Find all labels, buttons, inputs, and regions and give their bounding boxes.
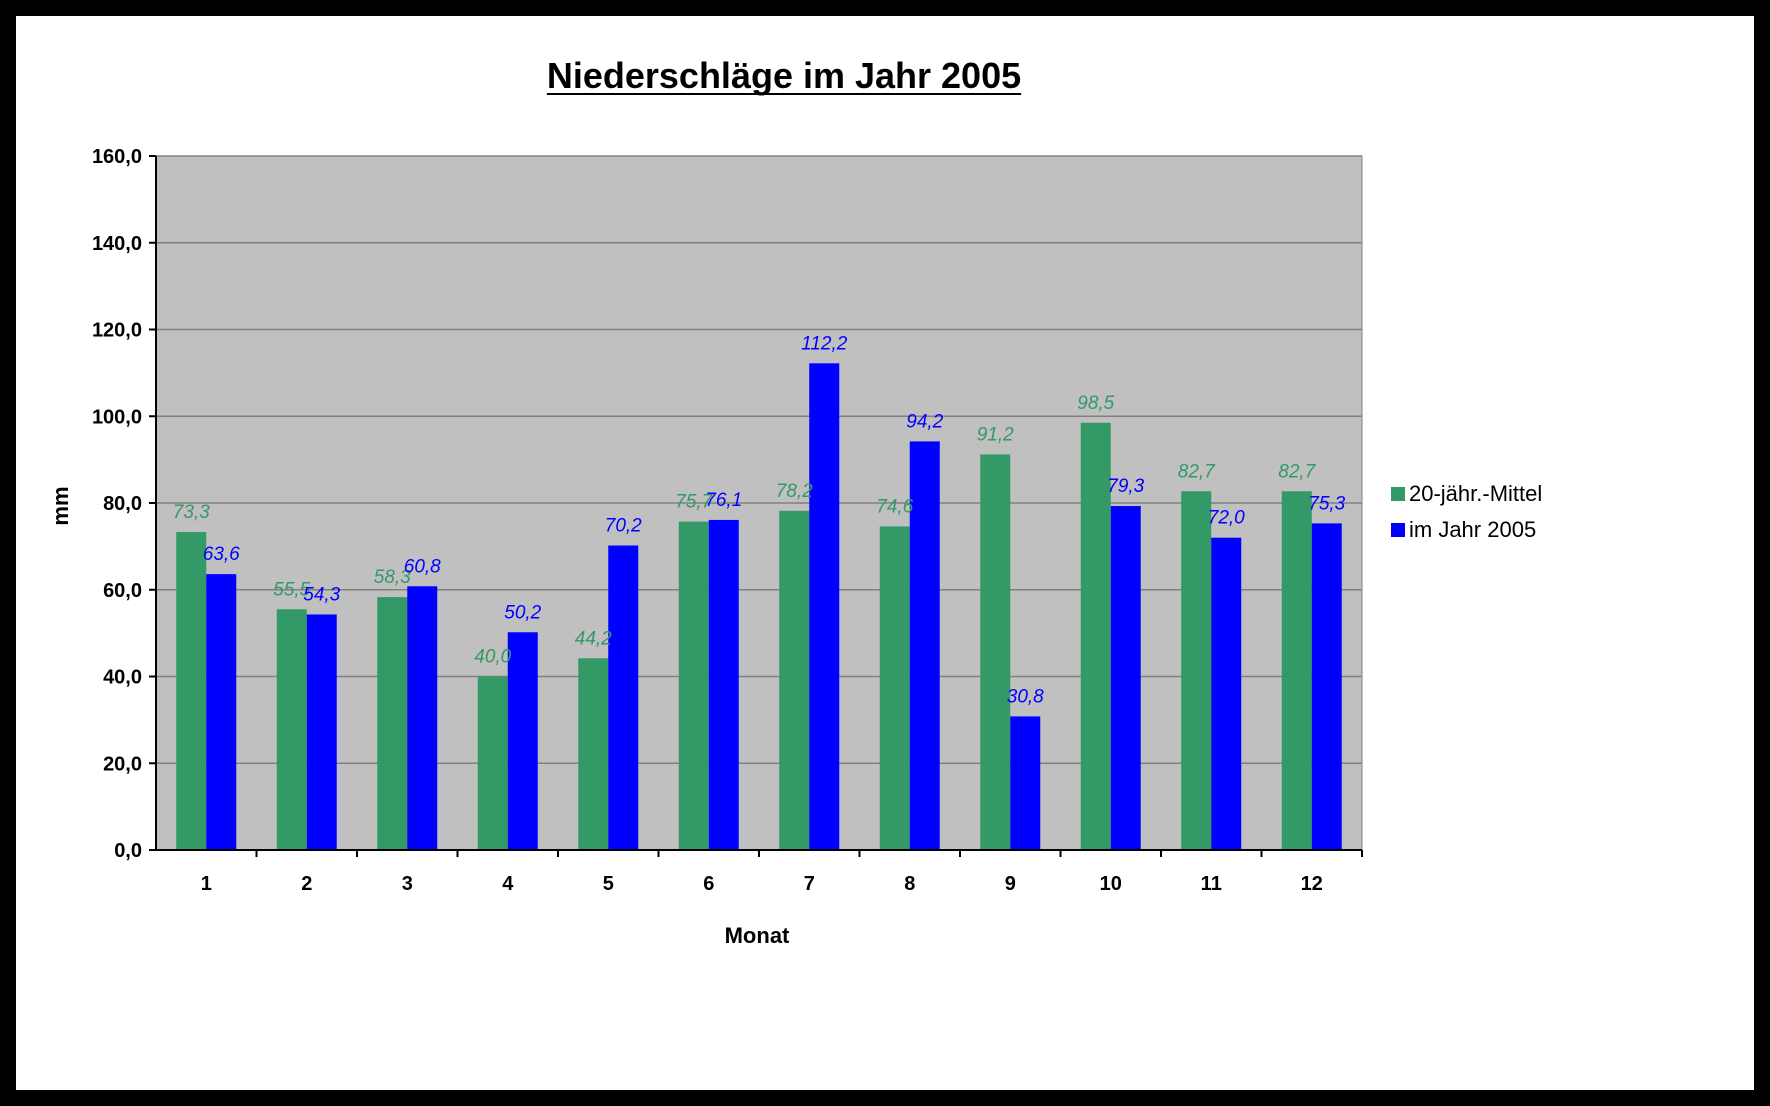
data-label-mittel: 91,2 [977, 424, 1014, 445]
x-tick-labels: 1 2 3 4 5 6 7 8 9 10 11 12 [201, 873, 1323, 895]
data-label-2005: 60,8 [404, 556, 441, 577]
bar-mittel [276, 609, 307, 850]
data-label-2005: 54,3 [303, 584, 340, 605]
y-tick-labels: 0,0 20,0 40,0 60,0 80,0 100,0 120,0 140,0 160,0 [92, 146, 142, 862]
bar-2005 [1110, 506, 1141, 850]
y-tick-label: 0,0 [114, 840, 142, 862]
y-tick-label: 40,0 [103, 667, 142, 689]
x-tick-label: 9 [1005, 873, 1016, 895]
data-label-mittel: 73,3 [173, 502, 210, 523]
chart-frame: Niederschläge im Jahr 2005 0,0 20,0 40,0 60… [14, 14, 1756, 1092]
legend-swatch [1391, 523, 1405, 537]
x-tick-label: 1 [201, 873, 212, 895]
x-tick-label: 8 [904, 873, 915, 895]
gridlines [156, 155, 1362, 764]
legend-swatch [1391, 487, 1405, 501]
bar-2005 [407, 586, 438, 850]
bar-2005 [507, 632, 538, 850]
chart-title: Niederschläge im Jahr 2005 [547, 55, 1021, 96]
bar-2005 [909, 441, 940, 850]
bar-mittel [1080, 422, 1111, 850]
bar-mittel [980, 454, 1011, 850]
bar-mittel [176, 532, 207, 850]
bar-mittel [578, 658, 609, 850]
bar-chart: Niederschläge im Jahr 2005 0,020,040,060… [48, 55, 1542, 948]
bar-2005 [1311, 523, 1342, 850]
bars [176, 363, 1342, 850]
x-tick-label: 5 [603, 873, 614, 895]
bar-mittel [477, 676, 508, 850]
x-tick-label: 4 [502, 873, 514, 895]
bar-mittel [879, 526, 910, 850]
data-label-2005: 79,3 [1107, 476, 1144, 497]
x-axis-title: Monat [725, 923, 790, 948]
bar-2005 [1010, 716, 1041, 850]
x-tick-label: 11 [1201, 873, 1222, 895]
y-tick-label: 20,0 [103, 753, 142, 775]
data-label-mittel: 78,2 [776, 481, 813, 502]
data-label-mittel: 82,7 [1178, 461, 1216, 482]
legend-label: 20-jähr.-Mittel [1409, 481, 1542, 506]
data-label-mittel: 58,3 [374, 567, 411, 588]
data-label-mittel: 98,5 [1077, 393, 1114, 414]
data-label-mittel: 44,2 [575, 628, 612, 649]
data-label-2005: 75,3 [1308, 493, 1345, 514]
bar-mittel [1181, 491, 1212, 850]
y-tick-label: 120,0 [92, 320, 142, 342]
bar-2005 [306, 614, 337, 850]
bar-mittel [678, 521, 709, 850]
y-tick-label: 100,0 [92, 406, 142, 428]
data-label-2005: 72,0 [1208, 508, 1245, 529]
data-labels: 73,3 63,6 55,554,3 58,360,8 40,0 50,2 44,2 70,2… [173, 333, 1346, 707]
y-axis-title: mm [48, 486, 73, 525]
legend: 20-jähr.-Mittel im Jahr 2005 [1391, 481, 1542, 542]
x-tick-label: 7 [804, 873, 815, 895]
data-label-mittel: 55,5 [273, 579, 310, 600]
y-tick-label: 60,0 [103, 580, 142, 602]
axes [149, 155, 1363, 857]
bar-2005 [809, 363, 840, 850]
data-label-2005: 76,1 [705, 490, 742, 511]
x-tick-label: 12 [1301, 873, 1323, 895]
y-tick-label: 80,0 [103, 493, 142, 515]
data-label-2005: 70,2 [605, 516, 642, 537]
y-tick-label: 160,0 [92, 146, 142, 168]
data-label-2005: 30,8 [1007, 686, 1044, 707]
bar-2005 [608, 545, 639, 850]
data-label-2005: 94,2 [906, 411, 943, 432]
data-label-mittel: 40,0 [474, 647, 511, 668]
data-label-mittel: 74,6 [876, 496, 913, 517]
data-label-2005: 50,2 [504, 602, 541, 623]
x-tick-label: 3 [402, 873, 413, 895]
bar-2005 [206, 574, 237, 850]
bar-mittel [779, 510, 810, 850]
y-tick-label: 140,0 [92, 233, 142, 255]
bar-mittel [377, 597, 408, 850]
data-label-mittel: 82,7 [1278, 461, 1316, 482]
data-label-2005: 63,6 [203, 544, 240, 565]
x-tick-label: 2 [301, 873, 312, 895]
legend-label: im Jahr 2005 [1409, 517, 1536, 542]
bar-2005 [708, 519, 739, 850]
data-label-2005: 112,2 [801, 333, 848, 354]
bar-2005 [1211, 537, 1242, 850]
data-label-mittel: 75,7 [675, 492, 713, 513]
x-tick-label: 10 [1100, 873, 1122, 895]
x-tick-label: 6 [703, 873, 714, 895]
bar-mittel [1281, 491, 1312, 850]
